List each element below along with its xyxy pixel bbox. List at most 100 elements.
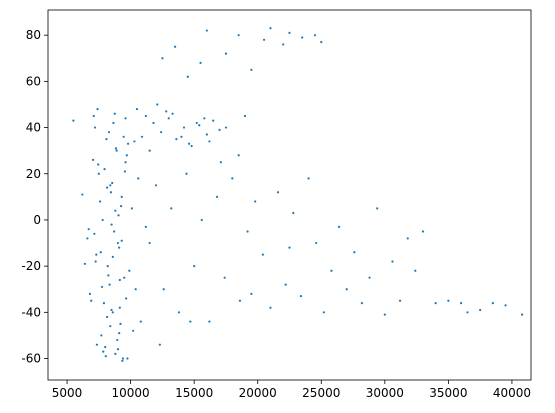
point [215,195,219,198]
point [353,251,356,254]
point [154,184,158,187]
point [126,142,130,145]
point [135,107,139,111]
y-tick-label: -40 [21,305,41,319]
point [95,253,98,256]
point [88,292,92,295]
point [262,38,266,41]
point [156,103,159,106]
point [126,357,129,360]
point [284,283,287,286]
point [125,154,128,157]
point [200,218,203,222]
point [93,126,97,129]
point [170,207,173,210]
point [282,43,285,46]
point [345,288,348,291]
point [111,181,114,185]
point [110,223,113,226]
point [187,142,191,145]
point [368,276,371,279]
point [193,265,196,268]
point [92,158,95,161]
point [111,255,114,258]
point [118,278,121,282]
point [125,297,128,300]
point [421,230,425,233]
point [171,112,174,115]
point [406,237,409,240]
y-tick-label: 0 [33,213,41,227]
point [103,168,106,171]
point [128,269,131,272]
point [121,357,125,360]
y-tick-label: -60 [21,352,41,366]
point [261,253,264,256]
point [167,117,170,120]
point [106,186,109,189]
point [104,345,107,349]
y-tick-label: -20 [21,259,41,273]
point [414,269,417,272]
point [137,177,140,180]
point [99,251,102,254]
point [121,359,124,362]
point [337,225,341,228]
point [139,320,142,323]
point [110,308,113,312]
point [521,313,524,316]
point [102,350,105,353]
x-tick-label: 40000 [493,386,531,400]
point [95,343,99,346]
point [237,154,240,157]
point [115,149,118,152]
x-tick-label: 35000 [429,386,467,400]
point [106,315,109,319]
point [162,288,165,291]
point [180,135,183,138]
point [398,299,402,302]
point [72,119,75,122]
x-tick-label: 5000 [52,386,83,400]
point [182,126,186,129]
point [114,147,118,150]
point [254,200,257,203]
point [140,135,144,138]
point [148,241,151,245]
point [186,75,189,78]
point [165,110,168,113]
point [243,114,247,118]
point [250,292,253,295]
point [90,299,93,302]
point [144,225,147,228]
point [93,232,96,235]
point [109,191,113,194]
point [152,121,155,125]
point [246,230,249,233]
point [112,230,116,233]
point [320,41,323,44]
point [203,117,206,120]
point [116,338,119,342]
y-tick-label: 20 [26,167,41,181]
point [237,34,240,37]
point [208,320,211,323]
point [205,29,208,32]
point [120,239,123,242]
point [99,200,102,203]
point [109,325,112,328]
point [360,301,364,305]
point [87,228,90,231]
point [106,265,109,268]
point [190,144,193,148]
point [107,274,110,277]
point [102,301,106,305]
point [94,260,97,263]
point [120,195,123,198]
point [315,241,318,245]
point [160,131,163,134]
point [299,295,303,298]
y-tick-label: 60 [26,74,41,88]
point [118,332,121,335]
point [195,121,198,125]
